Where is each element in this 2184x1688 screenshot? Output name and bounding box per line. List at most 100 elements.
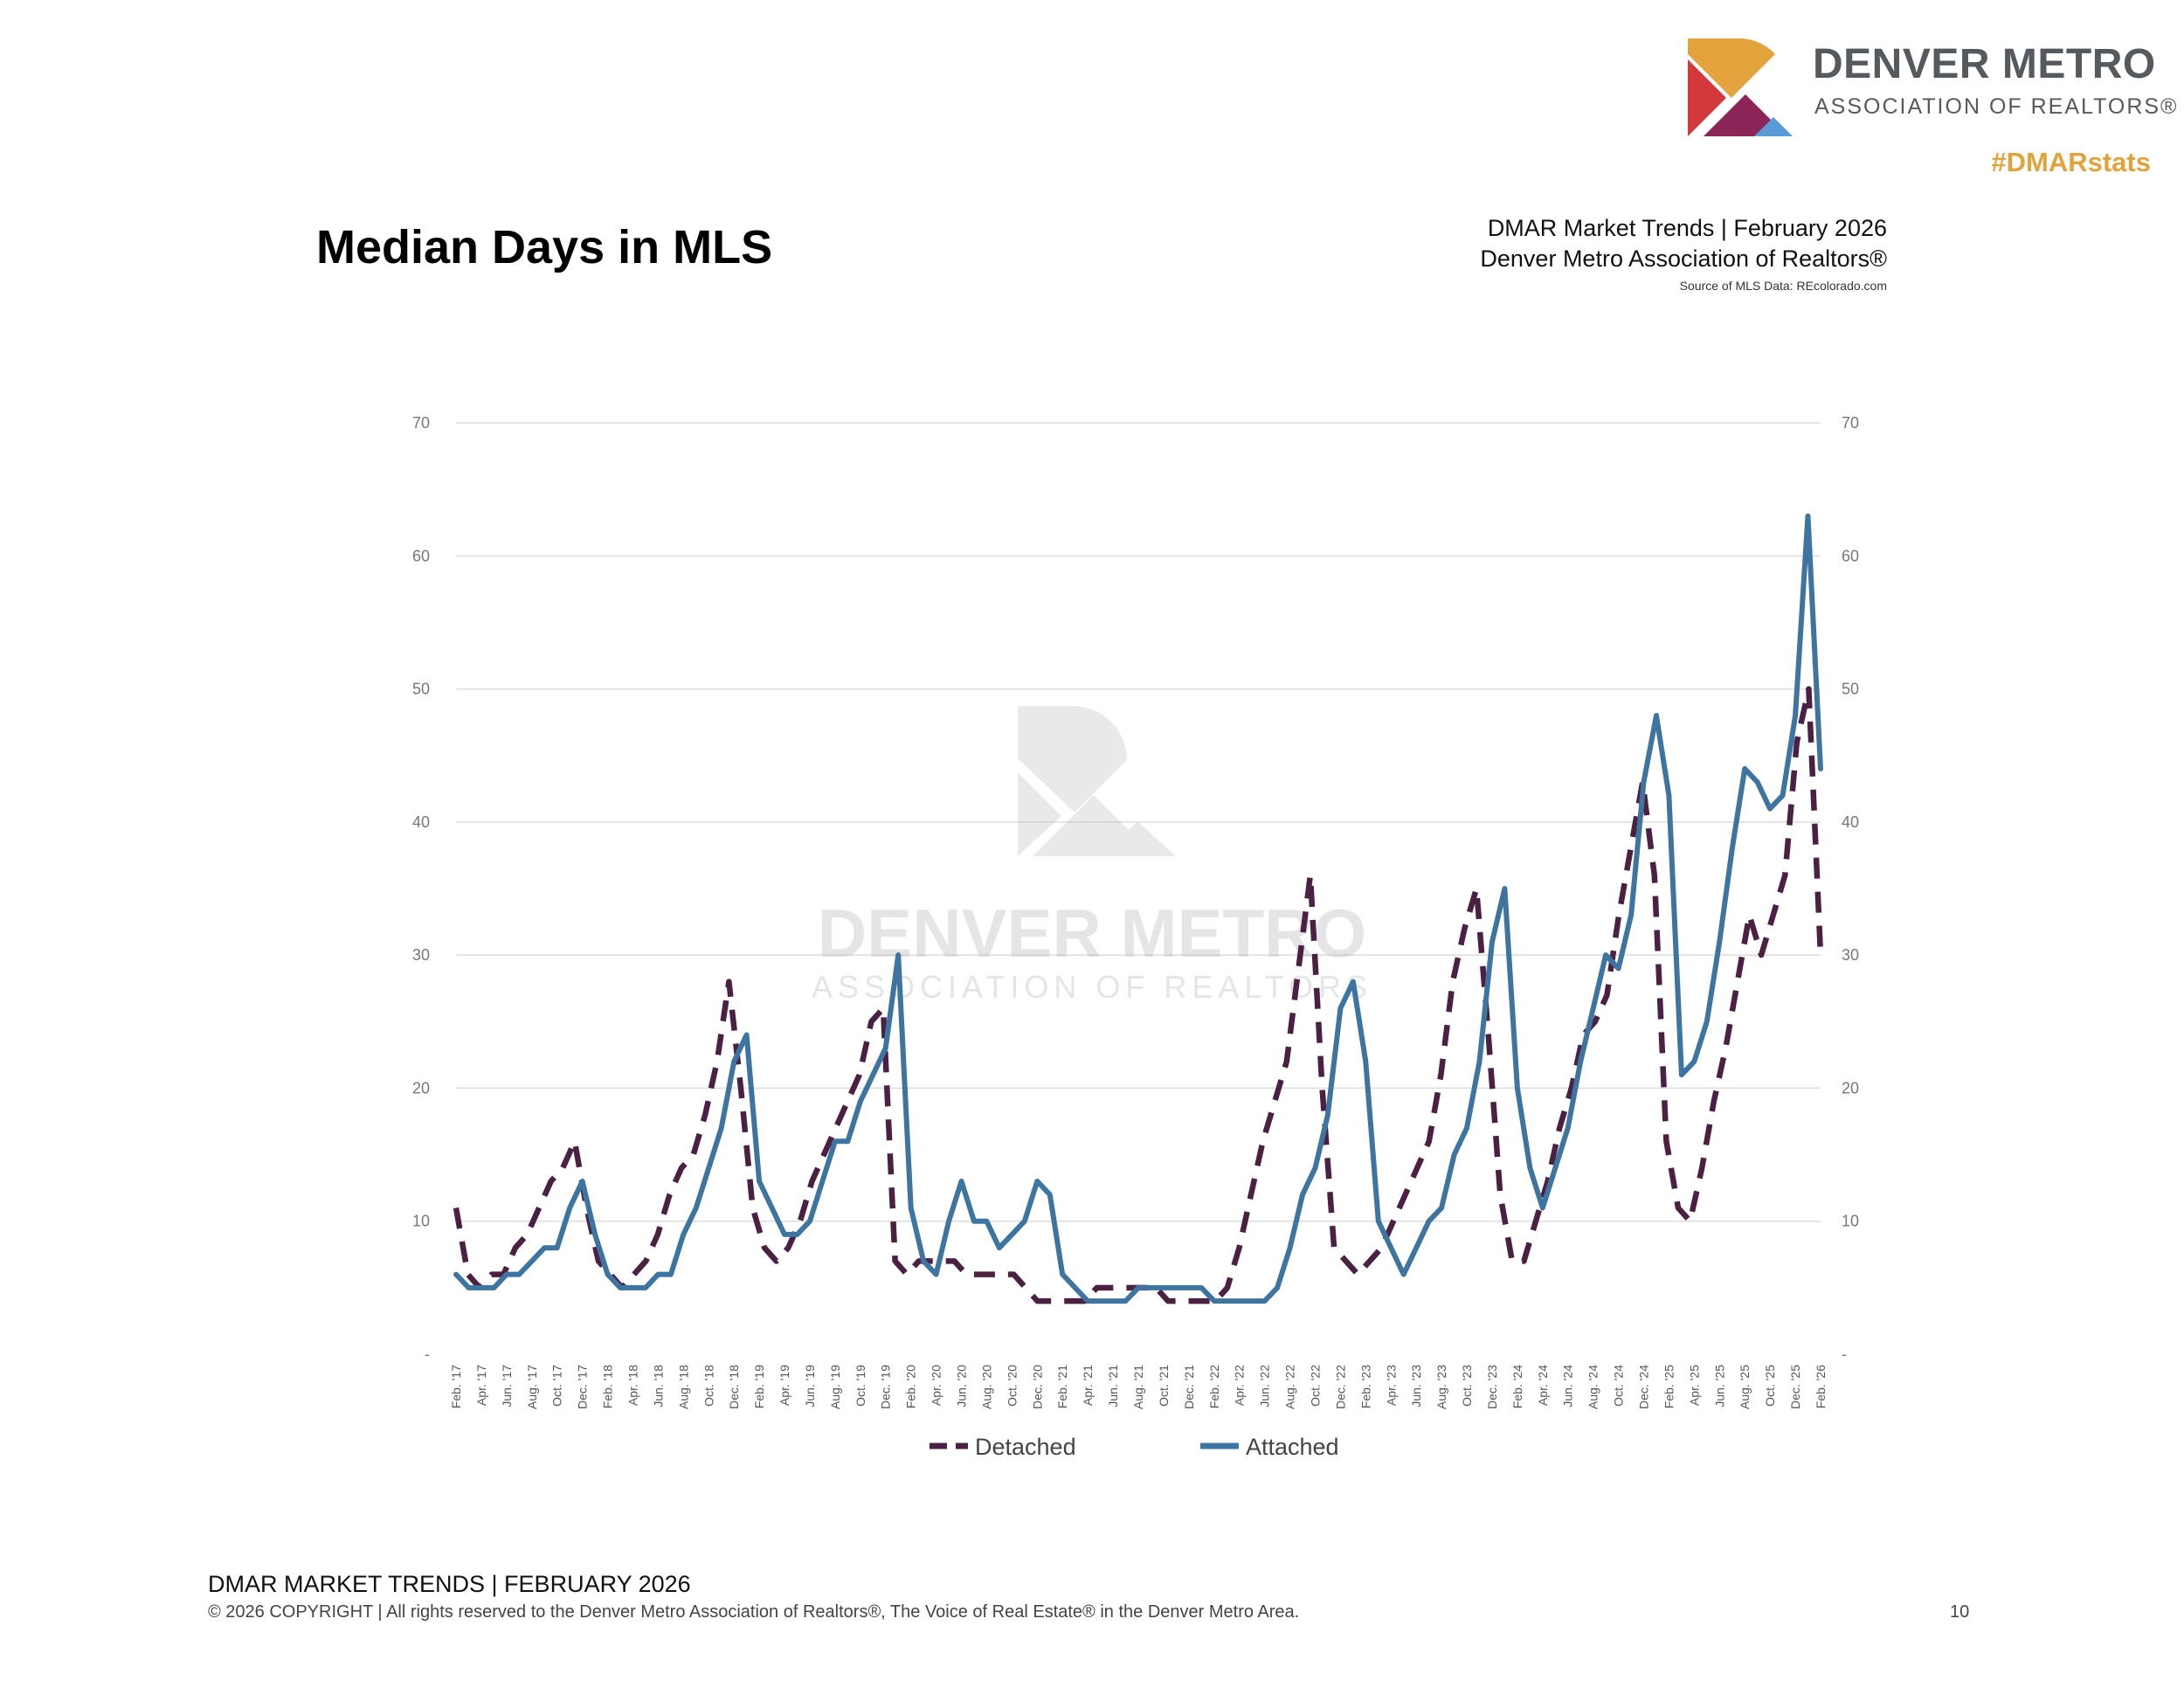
x-tick-label: Jun. '19 — [803, 1365, 817, 1408]
x-tick-label: Feb. '20 — [904, 1365, 918, 1408]
page-title: Median Days in MLS — [316, 221, 773, 273]
x-tick-label: Oct. '22 — [1308, 1365, 1322, 1407]
y-tick-label-right: 20 — [1842, 1079, 1859, 1097]
logo-org-name: DENVER METRO — [1813, 41, 2156, 87]
x-tick-label: Oct. '19 — [854, 1365, 867, 1407]
watermark-logo-icon — [1018, 706, 1176, 856]
x-tick-label: Oct. '18 — [702, 1365, 715, 1407]
x-tick-label: Dec. '18 — [727, 1365, 741, 1409]
x-tick-label: Aug. '23 — [1434, 1365, 1448, 1409]
x-tick-label: Jun. '25 — [1712, 1365, 1726, 1408]
y-axis-right: - 10 20 30 40 50 60 70 — [1842, 414, 1859, 1363]
chart-series — [453, 513, 1824, 1304]
x-tick-label: Apr. '20 — [930, 1365, 943, 1406]
x-tick-label: Aug. '17 — [525, 1365, 539, 1409]
y-tick-label-left: 30 — [412, 946, 430, 964]
y-tick-label-left: 10 — [412, 1213, 430, 1230]
x-tick-label: Feb. '17 — [449, 1365, 463, 1408]
x-tick-label: Dec. '23 — [1485, 1365, 1499, 1409]
x-tick-label: Jun. '22 — [1258, 1365, 1272, 1408]
chart-gridlines — [456, 422, 1821, 1222]
logo-org-subtitle: ASSOCIATION OF REALTORS® — [1814, 94, 2179, 119]
x-tick-label: Oct. '17 — [550, 1365, 564, 1407]
y-tick-label-right: 50 — [1842, 681, 1859, 698]
x-tick-label: Jun. '17 — [500, 1365, 514, 1408]
y-tick-label-left: 70 — [412, 414, 430, 432]
y-tick-label-left: 50 — [412, 681, 430, 698]
hashtag: #DMARstats — [1991, 147, 2151, 177]
series-line-attached — [453, 513, 1823, 1304]
x-tick-label: Aug. '22 — [1283, 1365, 1297, 1409]
legend-label: Detached — [975, 1434, 1076, 1460]
legend-item-detached: Detached — [930, 1434, 1076, 1460]
x-tick-label: Apr. '25 — [1687, 1365, 1701, 1406]
x-tick-label: Aug. '24 — [1586, 1365, 1600, 1409]
x-tick-label: Feb. '19 — [752, 1365, 766, 1408]
footer-title: DMAR MARKET TRENDS | FEBRUARY 2026 — [208, 1571, 691, 1597]
x-tick-label: Aug. '20 — [979, 1365, 993, 1409]
legend-label: Attached — [1246, 1434, 1339, 1460]
x-tick-label: Apr. '24 — [1536, 1365, 1550, 1406]
report-info-source: Source of MLS Data: REcolorado.com — [1679, 279, 1887, 293]
x-tick-label: Aug. '18 — [676, 1365, 690, 1409]
report-info: DMAR Market Trends | February 2026 Denve… — [1480, 215, 1887, 293]
x-tick-label: Apr. '18 — [625, 1365, 639, 1406]
x-tick-label: Aug. '25 — [1738, 1365, 1752, 1409]
x-tick-label: Feb. '26 — [1814, 1365, 1828, 1408]
x-tick-label: Oct. '21 — [1157, 1365, 1171, 1407]
report-info-org: Denver Metro Association of Realtors® — [1480, 246, 1887, 272]
x-tick-label: Aug. '19 — [828, 1365, 842, 1409]
x-tick-label: Dec. '17 — [576, 1365, 590, 1409]
y-tick-label-left: 60 — [412, 547, 430, 564]
x-tick-label: Jun. '21 — [1106, 1365, 1120, 1408]
x-tick-label: Jun. '24 — [1561, 1365, 1575, 1408]
x-tick-label: Dec. '19 — [879, 1365, 893, 1409]
watermark-line2: ASSOCIATION OF REALTORS — [812, 969, 1372, 1005]
watermark-line1: DENVER METRO — [818, 895, 1366, 972]
x-tick-label: Oct. '23 — [1460, 1365, 1474, 1407]
x-tick-label: Apr. '21 — [1081, 1365, 1095, 1406]
y-tick-label-left: - — [425, 1346, 430, 1363]
y-tick-label-right: 60 — [1842, 547, 1859, 564]
x-tick-label: Aug. '21 — [1131, 1365, 1145, 1409]
y-tick-label-right: - — [1842, 1346, 1847, 1363]
y-tick-label-right: 40 — [1842, 813, 1859, 831]
footer-copyright: © 2026 COPYRIGHT | All rights reserved t… — [208, 1602, 1300, 1622]
x-tick-label: Apr. '19 — [778, 1365, 791, 1406]
x-tick-label: Oct. '20 — [1005, 1365, 1019, 1407]
x-tick-label: Apr. '17 — [474, 1365, 488, 1406]
x-tick-label: Oct. '25 — [1763, 1365, 1777, 1407]
x-tick-label: Dec. '25 — [1788, 1365, 1802, 1409]
x-tick-label: Dec. '22 — [1333, 1365, 1347, 1409]
dmar-logo: DENVER METRO ASSOCIATION OF REALTORS® — [1686, 35, 2184, 140]
chart-legend: Detached Attached — [930, 1434, 1339, 1460]
x-tick-label: Oct. '24 — [1612, 1365, 1626, 1407]
x-tick-label: Feb. '18 — [601, 1365, 615, 1408]
x-tick-label: Feb. '25 — [1662, 1365, 1676, 1408]
y-tick-label-right: 70 — [1842, 414, 1859, 432]
page-number: 10 — [1950, 1602, 1970, 1622]
x-tick-label: Feb. '22 — [1207, 1365, 1221, 1408]
x-tick-label: Feb. '21 — [1055, 1365, 1069, 1408]
y-tick-label-right: 30 — [1842, 946, 1859, 964]
x-tick-label: Jun. '20 — [955, 1365, 969, 1408]
x-tick-label: Feb. '23 — [1358, 1365, 1372, 1408]
legend-item-attached: Attached — [1200, 1434, 1339, 1460]
y-tick-label-left: 40 — [412, 813, 430, 831]
x-tick-label: Jun. '18 — [651, 1365, 665, 1408]
x-tick-label: Feb. '24 — [1510, 1365, 1524, 1408]
x-axis: Feb. '17 Apr. '17 Jun. '17 Aug. '17 Oct. '17… — [449, 1365, 1828, 1409]
report-info-title: DMAR Market Trends | February 2026 — [1487, 215, 1887, 241]
x-tick-label: Apr. '23 — [1384, 1365, 1398, 1406]
x-tick-label: Dec. '21 — [1182, 1365, 1196, 1409]
x-tick-label: Apr. '22 — [1233, 1365, 1247, 1406]
y-axis-left: - 10 20 30 40 50 60 70 — [412, 414, 430, 1363]
y-tick-label-left: 20 — [412, 1079, 430, 1097]
x-tick-label: Jun. '23 — [1409, 1365, 1423, 1408]
y-tick-label-right: 10 — [1842, 1213, 1859, 1230]
x-tick-label: Dec. '20 — [1030, 1365, 1044, 1409]
chart-watermark: DENVER METRO ASSOCIATION OF REALTORS — [812, 706, 1372, 1005]
x-tick-label: Dec. '24 — [1637, 1365, 1651, 1409]
dmar-logo-mark-icon — [1688, 38, 1793, 136]
